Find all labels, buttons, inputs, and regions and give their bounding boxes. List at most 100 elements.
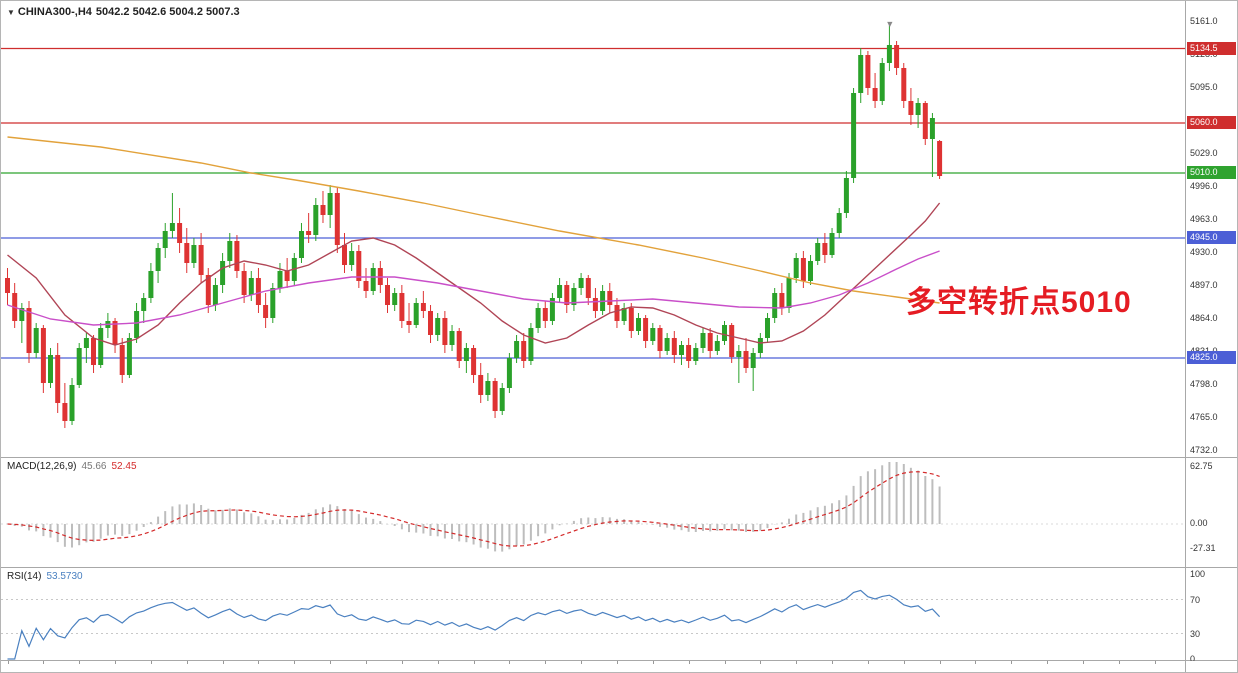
candle-body	[5, 278, 10, 293]
macd-tick-label: -27.31	[1190, 543, 1216, 553]
candle-body	[356, 251, 362, 281]
candle-body	[729, 325, 735, 357]
price-tick-label: 4897.0	[1190, 280, 1218, 290]
candle-body	[779, 293, 785, 308]
candle-body	[334, 193, 340, 245]
candle-body	[657, 328, 663, 351]
candle-body	[571, 288, 577, 305]
candle-body	[370, 268, 376, 291]
chart-annotation-text[interactable]: 多空转折点5010	[906, 286, 1132, 319]
candle-body	[757, 338, 763, 353]
rsi-tick-label: 30	[1190, 629, 1201, 639]
candle-body	[535, 308, 541, 328]
rsi-value: 53.5730	[46, 571, 83, 582]
candle-body	[851, 93, 857, 178]
candle-body	[528, 328, 534, 361]
macd-main-value: 45.66	[81, 461, 107, 472]
candle-body	[514, 341, 520, 358]
candle-body	[858, 55, 864, 93]
time-tick	[1083, 661, 1084, 664]
candle-body	[327, 193, 333, 215]
time-tick	[1011, 661, 1012, 664]
macd-label: MACD(12,26,9) 45.66 52.45	[7, 461, 137, 472]
candle-body	[91, 338, 96, 365]
time-tick	[115, 661, 116, 664]
candle-body	[119, 345, 125, 375]
candle-body	[872, 88, 878, 101]
candle-body	[564, 285, 570, 305]
macd-panel[interactable]: MACD(12,26,9) 45.66 52.45 62.75 0.00 -27.31	[1, 458, 1237, 568]
candle-body	[578, 278, 584, 288]
rsi-name: RSI(14)	[7, 571, 42, 582]
price-chart-panel[interactable]: ▼ ▼ CHINA300-,H4 5042.2 5042.6 5004.2 5007…	[1, 1, 1237, 458]
candle-body	[915, 103, 921, 115]
time-tick	[832, 661, 833, 664]
macd-plot[interactable]	[1, 458, 1187, 567]
candle-body	[743, 351, 749, 368]
candle-body	[456, 331, 462, 361]
macd-axis: 62.75 0.00 -27.31	[1185, 458, 1237, 567]
candle-body	[894, 45, 900, 68]
rsi-panel[interactable]: RSI(14) 53.5730 100 70 30 0	[1, 568, 1237, 664]
candle-body	[750, 353, 756, 368]
collapse-triangle-icon[interactable]: ▼	[7, 8, 15, 17]
rsi-tick-label: 70	[1190, 595, 1201, 605]
candle-body	[506, 358, 512, 388]
time-tick	[258, 661, 259, 664]
candle-body	[664, 338, 670, 351]
candle-body	[879, 63, 885, 101]
candle-body	[76, 348, 82, 385]
candle-body	[585, 278, 591, 298]
candle-body	[177, 223, 183, 243]
rsi-plot[interactable]	[1, 568, 1187, 660]
time-tick	[187, 661, 188, 664]
candlestick-chart[interactable]: ▼	[1, 1, 1187, 457]
time-axis[interactable]	[1, 661, 1237, 672]
price-tick-label: 4963.0	[1190, 214, 1218, 224]
candle-body	[521, 341, 527, 361]
time-tick	[725, 661, 726, 664]
candle-body	[263, 305, 269, 318]
candle-body	[148, 271, 154, 298]
candle-body	[342, 245, 347, 265]
candle-body	[700, 333, 706, 348]
candle-body	[628, 308, 634, 331]
rsi-axis: 100 70 30 0	[1185, 568, 1237, 664]
candle-body	[69, 385, 75, 421]
candle-body	[306, 231, 312, 235]
ma-slow-orange-line	[7, 136, 940, 304]
symbol-period-label: CHINA300-,H4	[17, 6, 92, 18]
time-tick	[868, 661, 869, 664]
candle-body	[499, 388, 505, 411]
candle-body	[205, 275, 211, 305]
time-tick	[545, 661, 546, 664]
time-tick	[653, 661, 654, 664]
candle-body	[191, 245, 197, 263]
candle-body	[392, 293, 398, 305]
candle-body	[650, 328, 656, 341]
candle-body	[155, 248, 161, 271]
candle-body	[607, 291, 613, 305]
candle-body	[815, 243, 821, 261]
time-tick	[1119, 661, 1120, 664]
candle-body	[765, 318, 770, 338]
time-tick	[438, 661, 439, 664]
candle-body	[492, 381, 498, 411]
time-tick	[294, 661, 295, 664]
candle-body	[442, 318, 448, 345]
ma-smooth-magenta-line	[7, 250, 940, 326]
time-tick	[8, 661, 9, 664]
time-tick	[402, 661, 403, 664]
candle-body	[808, 261, 813, 281]
candle-body	[736, 351, 742, 357]
candle-body	[435, 318, 441, 335]
time-tick	[689, 661, 690, 664]
candle-body	[671, 338, 677, 355]
ohlc-values: 5042.2 5042.6 5004.2 5007.3	[95, 6, 240, 18]
candle-body	[478, 375, 484, 395]
price-tick-label: 5029.0	[1190, 148, 1218, 158]
candle-body	[693, 348, 699, 361]
candle-body	[929, 118, 935, 139]
candle-body	[428, 311, 433, 335]
candle-body	[686, 345, 692, 361]
